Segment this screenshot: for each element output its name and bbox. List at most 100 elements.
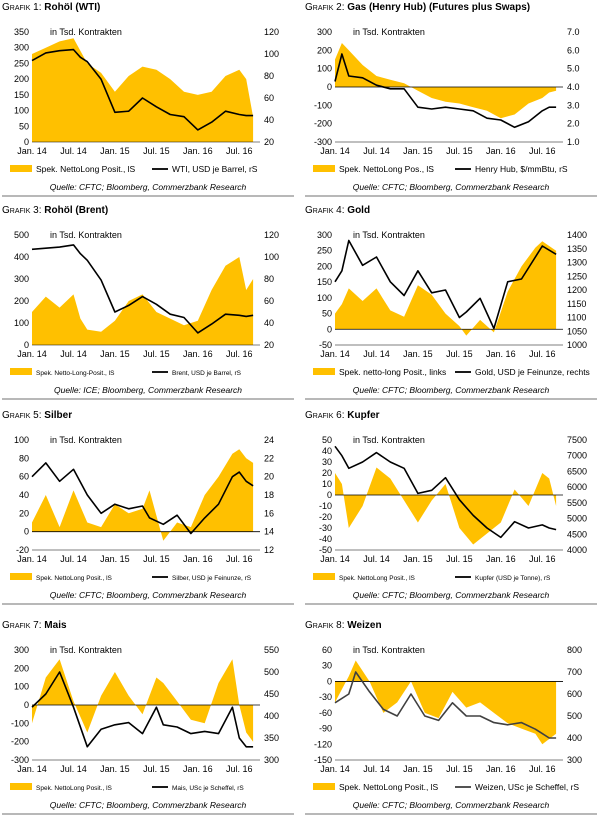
separator-rule [305, 398, 597, 400]
legend-line-label: Weizen, USc je Scheffel, rS [475, 782, 579, 792]
chart-source: Quelle: CFTC; Bloomberg, Commerzbank Res… [352, 385, 550, 395]
right-tick-label: 60 [264, 296, 274, 306]
chart-number: Grafik 1 [2, 2, 39, 13]
chart-title: Weizen [347, 620, 382, 631]
unit-label: in Tsd. Kontrakten [50, 230, 122, 240]
line-series [31, 244, 254, 334]
legend-area-label: Spek. Netto-Long-Posit., lS [36, 370, 115, 377]
right-tick-label: 22 [264, 453, 274, 463]
chart-svg: -50 0 50 100 150 200 250 300 1000 1050 1100 1150 120… [313, 230, 590, 377]
chart-svg: -300 -200 -100 0 100 200 300 1.0 2.0 3.0 4.0 5.0 6.0… [313, 27, 580, 174]
line-series [334, 239, 557, 330]
right-tick-label: 1200 [567, 285, 587, 295]
x-tick-label: Jan. 15 [100, 146, 130, 156]
left-tick-label: 150 [14, 90, 29, 100]
x-tick-label: Jan. 16 [183, 554, 213, 564]
x-tick-label: Jul. 14 [363, 554, 390, 564]
chart-number: Grafik 4 [305, 205, 342, 216]
chart-svg: -20 0 20 40 60 80 100 12 14 16 18 20 22 24 Jan. 14 Jul.… [10, 435, 274, 582]
x-tick-label: Jul. 14 [60, 349, 87, 359]
chart-panel-1: Grafik 1: Rohöl (WTI) 0 50 100 150 200 250 300 3… [2, 2, 294, 202]
x-tick-label: Jul. 16 [529, 146, 556, 156]
legend-area-swatch [313, 783, 335, 790]
x-tick-label: Jan. 15 [403, 146, 433, 156]
left-tick-label: 200 [317, 45, 332, 55]
chart-number-separator: : [38, 620, 45, 631]
chart-header: Grafik 6: Kupfer [305, 410, 380, 421]
unit-label: in Tsd. Kontrakten [353, 27, 425, 37]
left-tick-label: 0 [24, 700, 29, 710]
x-tick-label: Jul. 14 [363, 146, 390, 156]
line-series [31, 671, 254, 748]
right-tick-label: 6.0 [567, 45, 580, 55]
left-tick-label: 80 [19, 453, 29, 463]
right-tick-label: 120 [264, 27, 279, 37]
legend-area-swatch [10, 165, 32, 172]
x-tick-label: Jan. 16 [486, 349, 516, 359]
x-tick-label: Jul. 15 [143, 349, 170, 359]
x-tick-label: Jul. 14 [363, 349, 390, 359]
chart-header: Grafik 5: Silber [2, 410, 72, 421]
left-tick-label: -30 [319, 692, 332, 702]
separator-rule [2, 195, 294, 197]
chart-source: Quelle: CFTC; Bloomberg, Commerzbank Res… [352, 182, 550, 192]
unit-label: in Tsd. Kontrakten [353, 435, 425, 445]
right-tick-label: 1300 [567, 258, 587, 268]
x-tick-label: Jan. 16 [183, 764, 213, 774]
left-tick-label: -50 [319, 340, 332, 350]
left-tick-label: -120 [314, 739, 332, 749]
left-tick-label: 20 [19, 508, 29, 518]
left-tick-label: 50 [19, 121, 29, 131]
chart-number-separator: : [341, 410, 348, 421]
chart-number: Grafik 3 [2, 205, 39, 216]
chart-number-separator: : [38, 2, 45, 13]
right-tick-label: 2.0 [567, 119, 580, 129]
right-tick-label: 24 [264, 435, 274, 445]
right-tick-label: 1150 [567, 299, 586, 309]
chart-panel-4: Grafik 4: Gold -50 0 50 100 150 200 250 300 1000 1… [305, 205, 597, 405]
left-tick-label: 100 [14, 318, 29, 328]
right-tick-label: 1.0 [567, 137, 580, 147]
chart-number-separator: : [38, 410, 45, 421]
chart-panel-3: Grafik 3: Rohöl (Brent) 0 100 200 300 400 500 2… [2, 205, 294, 405]
chart-number-separator: : [38, 205, 45, 216]
x-tick-label: Jul. 16 [529, 554, 556, 564]
right-tick-label: 700 [567, 667, 582, 677]
x-tick-label: Jan. 15 [100, 349, 130, 359]
separator-rule [2, 398, 294, 400]
legend-area-label: Spek. NettoLong Posit., lS [339, 782, 439, 792]
x-tick-label: Jul. 15 [446, 554, 473, 564]
right-tick-label: 14 [264, 527, 274, 537]
chart-svg: 0 100 200 300 400 500 20 40 60 80 100 120 Jan. 14 Jul… [10, 230, 279, 377]
legend-line-label: Kupfer (USD je Tonne), rS [475, 575, 551, 582]
chart-header: Grafik 4: Gold [305, 205, 370, 216]
chart-source: Quelle: CFTC; Bloomberg, Commerzbank Res… [49, 182, 247, 192]
chart-title: Gold [347, 205, 371, 216]
right-tick-label: 40 [264, 318, 274, 328]
left-tick-label: 200 [14, 663, 29, 673]
x-tick-label: Jul. 16 [529, 764, 556, 774]
legend-area-swatch [10, 368, 32, 375]
legend-area-label: Spek. NettoLong Posit., lS [36, 164, 136, 174]
right-tick-label: 80 [264, 274, 274, 284]
legend-area-label: Spek. NettoLong Posit., lS [339, 575, 416, 582]
chart-number-separator: : [341, 2, 348, 13]
right-tick-label: 450 [264, 689, 279, 699]
x-tick-label: Jul. 15 [446, 349, 473, 359]
right-tick-label: 6500 [567, 466, 587, 476]
x-tick-label: Jul. 16 [226, 554, 253, 564]
right-tick-label: 300 [264, 755, 279, 765]
line-series [334, 53, 557, 129]
right-tick-label: 7.0 [567, 27, 580, 37]
separator-rule [2, 603, 294, 605]
chart-panel-6: Grafik 6: Kupfer -50 -40 -30 -20 -10 0 10 20 30 40… [305, 410, 597, 610]
x-tick-label: Jan. 16 [486, 764, 516, 774]
left-tick-label: -100 [11, 718, 29, 728]
x-tick-label: Jan. 14 [17, 764, 47, 774]
right-tick-label: 18 [264, 490, 274, 500]
left-tick-label: -300 [11, 755, 29, 765]
left-tick-label: 250 [14, 58, 29, 68]
legend-area-swatch [10, 573, 32, 580]
right-tick-label: 550 [264, 645, 279, 655]
